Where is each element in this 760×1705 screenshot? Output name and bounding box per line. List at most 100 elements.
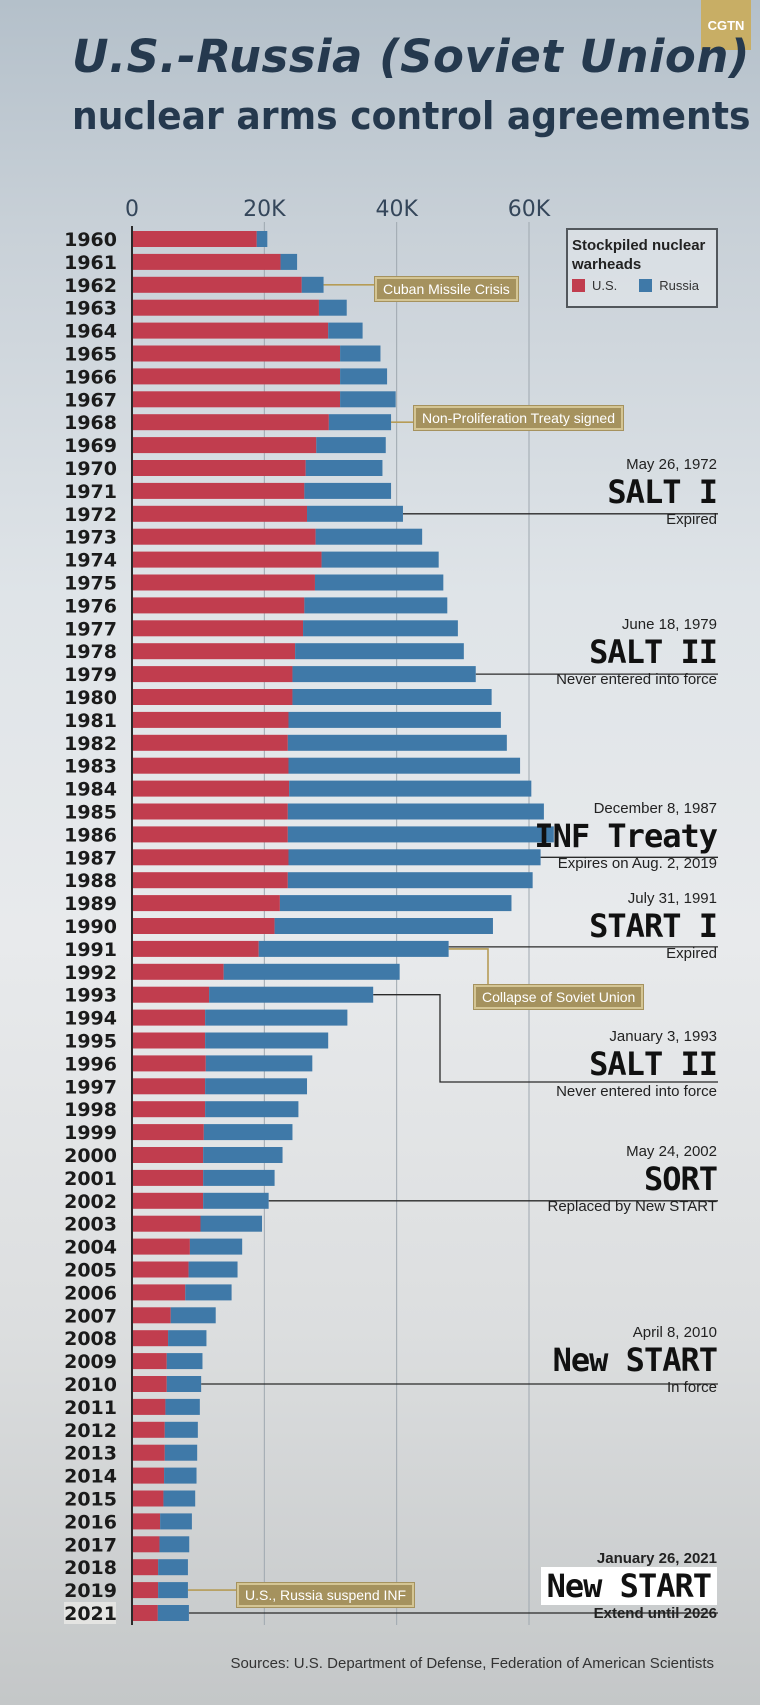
bar-russia <box>340 345 381 362</box>
year-label: 1962 <box>64 275 117 297</box>
year-label: 1969 <box>64 435 117 457</box>
year-label: 1976 <box>64 595 117 617</box>
year-label: 1997 <box>64 1076 117 1098</box>
bar-us <box>133 1147 204 1163</box>
year-label: 1996 <box>64 1053 117 1075</box>
bar-russia <box>200 1215 263 1232</box>
year-label: 1985 <box>64 802 117 824</box>
legend-swatch-russia <box>639 279 653 292</box>
bar-us <box>133 620 304 637</box>
x-tick-labels: 0 20K 40K 60K <box>125 197 551 222</box>
bar-russia <box>165 1398 200 1415</box>
annotation-name: INF Treaty <box>534 817 718 855</box>
bar-russia <box>288 757 521 774</box>
bar-russia <box>163 1490 196 1507</box>
year-label: 2005 <box>64 1260 117 1282</box>
bar-russia <box>292 666 476 683</box>
bar-us <box>133 1261 189 1278</box>
bar-us <box>133 803 288 820</box>
bar-us <box>133 872 288 889</box>
bar-us <box>133 1078 206 1095</box>
annotation-name: START I <box>589 907 718 945</box>
bar-us <box>133 299 319 316</box>
year-label: 2010 <box>64 1374 117 1396</box>
bar-russia <box>159 1536 190 1553</box>
bar-us <box>133 528 316 545</box>
annotation-start-i: July 31, 1991 START I Expired <box>589 890 718 962</box>
bar-us <box>133 1330 169 1347</box>
year-label: 1987 <box>64 847 117 869</box>
bar-russia <box>205 1009 348 1026</box>
bar-russia <box>274 918 493 934</box>
bar-russia <box>287 826 554 843</box>
year-label: 1971 <box>64 481 117 503</box>
year-label: 1968 <box>64 412 117 434</box>
annotation-name: SALT II <box>589 1045 718 1083</box>
x-tick-label: 40K <box>375 197 418 222</box>
bar-us <box>133 940 259 957</box>
bar-us <box>133 757 289 774</box>
bar-us <box>133 1009 206 1026</box>
bar-us <box>133 734 288 751</box>
chart-subtitle: nuclear arms control agreements <box>72 94 751 138</box>
bar-russia <box>305 460 383 476</box>
year-label: 1978 <box>64 641 117 663</box>
bar-us <box>133 918 275 934</box>
year-label: 1972 <box>64 504 117 526</box>
year-label: 1974 <box>64 550 117 572</box>
year-label: 2009 <box>64 1351 117 1373</box>
year-label: 1991 <box>64 939 117 961</box>
tag-collapse-soviet-union: Collapse of Soviet Union <box>473 984 645 1010</box>
source-note: Sources: U.S. Department of Defense, Fed… <box>230 1655 714 1672</box>
bar-us <box>133 1192 204 1209</box>
bar-us <box>133 895 280 912</box>
bar-us <box>133 414 329 431</box>
bar-us <box>133 253 281 270</box>
year-label: 2001 <box>64 1168 117 1190</box>
bar-us <box>133 1284 186 1301</box>
bar-us <box>133 437 317 454</box>
year-label: 1981 <box>64 710 117 732</box>
year-label: 1977 <box>64 618 117 640</box>
bar-us <box>133 551 322 568</box>
bar-russia <box>168 1330 207 1347</box>
bar-russia <box>292 689 492 705</box>
bar-us <box>133 986 210 1003</box>
annotation-date: January 26, 2021 <box>596 1550 717 1567</box>
year-label: 1993 <box>64 985 117 1007</box>
bar-russia <box>158 1559 188 1576</box>
legend-swatch-us <box>572 279 585 292</box>
bar-russia <box>203 1124 293 1141</box>
year-label: 2013 <box>64 1443 117 1465</box>
bar-russia <box>318 299 347 316</box>
bar-us <box>133 1055 206 1072</box>
bar-us <box>133 276 302 293</box>
bar-russia <box>164 1444 198 1461</box>
year-label: 2004 <box>64 1237 117 1259</box>
annotation-date: July 31, 1991 <box>627 890 717 907</box>
bar-russia <box>315 528 423 545</box>
year-label: 1990 <box>64 916 117 938</box>
annotation-name: SALT I <box>607 473 718 511</box>
year-label: 1965 <box>64 344 117 366</box>
bar-russia <box>340 368 388 385</box>
bar-us <box>133 689 293 705</box>
bar-russia <box>205 1055 313 1072</box>
bar-us <box>133 1353 167 1370</box>
bar-us <box>133 1307 171 1324</box>
annotation-name: SORT <box>643 1160 718 1198</box>
bar-us <box>133 391 341 408</box>
year-label: 1992 <box>64 962 117 984</box>
year-labels: 1960196119621963196419651966196719681969… <box>64 229 117 1625</box>
bar-us <box>133 505 308 522</box>
bar-russia <box>203 1147 283 1163</box>
annotation-new-start-2010: April 8, 2010 New START In force <box>553 1324 718 1396</box>
tag-npt-signed: Non-Proliferation Treaty signed <box>413 405 624 431</box>
year-label: 2006 <box>64 1282 117 1304</box>
year-label: 2002 <box>64 1191 117 1213</box>
bar-us <box>133 1559 159 1576</box>
year-label: 2007 <box>64 1305 117 1327</box>
bar-us <box>133 368 341 385</box>
bar-russia <box>301 276 324 293</box>
